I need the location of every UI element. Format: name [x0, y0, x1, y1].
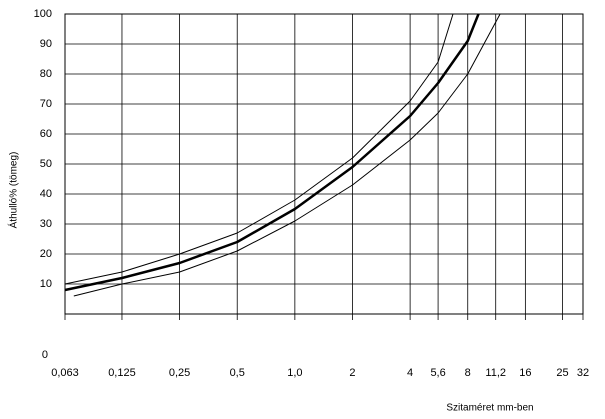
x-tick-label: 8	[465, 367, 471, 379]
x-axis-label: Szitaméret mm-ben	[446, 403, 533, 414]
x-tick-label: 16	[519, 367, 531, 379]
y-tick-label: 40	[40, 188, 52, 200]
x-tick-label: 4	[407, 367, 413, 379]
y-tick-label: 0	[42, 349, 48, 361]
y-tick-label: 60	[40, 128, 52, 140]
grading-curve	[64, 13, 454, 285]
y-tick-label: 80	[40, 68, 52, 80]
x-tick-label: 0,25	[169, 367, 190, 379]
x-tick-label: 11,2	[485, 367, 506, 379]
grading-curve	[64, 13, 480, 292]
y-tick-label: 10	[40, 278, 52, 290]
y-tick-label: 50	[40, 158, 52, 170]
y-tick-label: 30	[40, 218, 52, 230]
plot-frame	[64, 13, 584, 315]
x-tick-label: 5,6	[430, 367, 445, 379]
y-tick-label: 90	[40, 38, 52, 50]
x-tick-label: 0,125	[108, 367, 136, 379]
x-tick-label: 0,063	[51, 367, 79, 379]
x-tick-label: 2	[349, 367, 355, 379]
x-tick-label: 0,5	[230, 367, 245, 379]
y-axis-label: Áthulló% (tömeg)	[7, 152, 20, 229]
y-tick-label: 70	[40, 98, 52, 110]
y-tick-label: 100	[34, 8, 52, 20]
x-tick-label: 1,0	[287, 367, 302, 379]
y-tick-label: 20	[40, 248, 52, 260]
x-tick-label: 32	[577, 367, 589, 379]
grading-curve	[73, 13, 501, 297]
x-tick-label: 25	[556, 367, 568, 379]
